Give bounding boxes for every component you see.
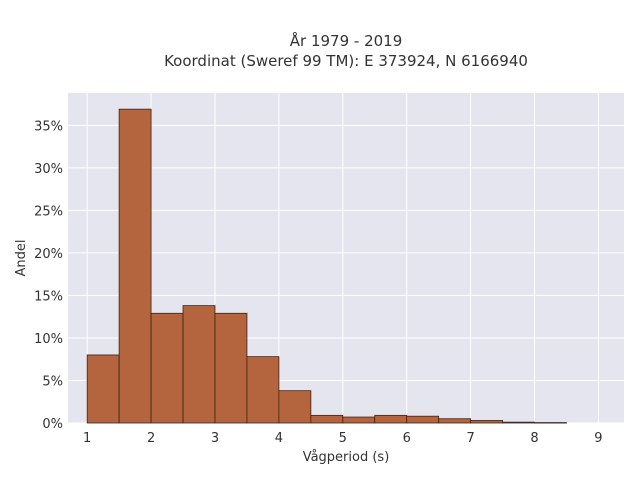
y-tick-label: 25%	[34, 204, 63, 219]
histogram-bar	[182, 305, 216, 424]
histogram-bar	[534, 422, 567, 424]
x-tick-label: 1	[83, 431, 91, 446]
histogram-bar	[86, 354, 120, 424]
histogram-bar	[246, 356, 280, 424]
x-tick-label: 4	[275, 431, 283, 446]
y-tick-label: 10%	[34, 332, 63, 347]
chart-title-line-2: Koordinat (Sweref 99 TM): E 373924, N 61…	[164, 52, 528, 70]
y-axis-title: Andel	[14, 240, 29, 277]
histogram-bar	[374, 414, 408, 424]
y-tick-label: 5%	[42, 374, 63, 389]
histogram-bar	[214, 312, 248, 424]
y-tick-label: 20%	[34, 247, 63, 262]
y-tick-label: 30%	[34, 162, 63, 177]
histogram-bar	[502, 421, 535, 424]
x-tick-label: 5	[339, 431, 347, 446]
histogram-bar	[438, 418, 472, 424]
histogram-bar	[342, 416, 376, 424]
x-tick-label: 2	[147, 431, 155, 446]
y-tick-label: 0%	[42, 417, 63, 432]
x-tick-label: 6	[403, 431, 411, 446]
x-tick-label: 9	[594, 431, 602, 446]
x-axis-ticks: 1 2 3 4 5 6 7 8 9	[83, 431, 603, 446]
y-tick-label: 35%	[34, 119, 63, 134]
y-tick-label: 15%	[34, 289, 63, 304]
bars	[86, 108, 567, 424]
x-tick-label: 3	[211, 431, 219, 446]
x-tick-label: 8	[530, 431, 538, 446]
x-tick-label: 7	[466, 431, 474, 446]
histogram-bar	[310, 414, 344, 424]
histogram-bar	[278, 390, 312, 424]
histogram-bar	[118, 108, 152, 424]
y-axis-ticks: 0% 5% 10% 15% 20% 25% 30% 35%	[34, 119, 63, 432]
chart-title-line-1: År 1979 - 2019	[290, 31, 403, 50]
histogram-bar	[406, 415, 440, 424]
histogram-bar	[150, 312, 184, 424]
x-axis-title: Vågperiod (s)	[303, 450, 390, 465]
histogram-bar	[470, 420, 503, 424]
